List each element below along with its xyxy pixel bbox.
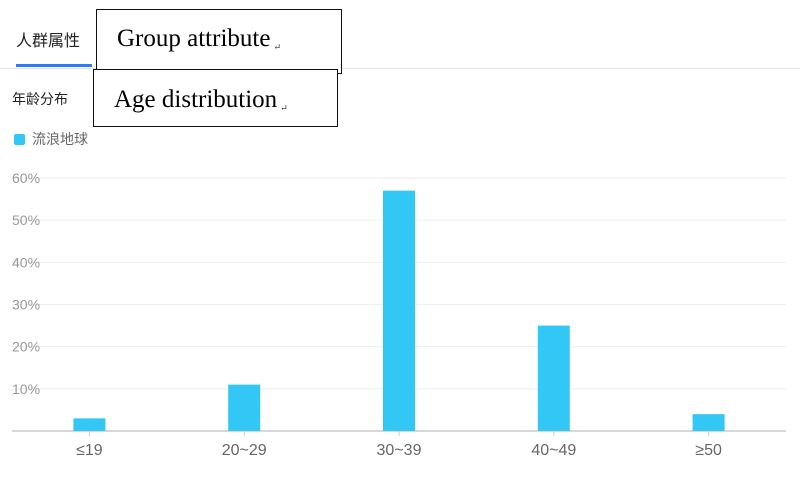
tab-group-attribute[interactable]: 人群属性 xyxy=(16,31,81,50)
annotation-text: Age distribution xyxy=(114,86,278,113)
x-tick-label: 40~49 xyxy=(531,442,576,459)
y-tick-label: 60% xyxy=(12,170,40,186)
y-tick-label: 20% xyxy=(12,339,40,355)
annotation-age-distribution: Age distribution ↵ xyxy=(93,69,338,127)
y-tick-label: 40% xyxy=(12,254,40,270)
bar-0[interactable] xyxy=(73,418,106,431)
x-tick-label: ≥50 xyxy=(695,442,722,459)
y-tick-label: 10% xyxy=(12,381,40,397)
x-tick-label: 20~29 xyxy=(222,442,267,459)
bar-4[interactable] xyxy=(692,414,725,431)
y-tick-label: 30% xyxy=(12,297,40,313)
bar-1[interactable] xyxy=(228,384,261,431)
paragraph-mark: ↵ xyxy=(273,42,281,52)
legend-swatch xyxy=(14,133,25,145)
chart-legend: 流浪地球 xyxy=(14,129,88,149)
section-title-age-distribution: 年龄分布 xyxy=(12,92,68,108)
y-tick-label: 50% xyxy=(12,212,40,228)
x-tick-label: 30~39 xyxy=(377,442,422,459)
paragraph-mark: ↵ xyxy=(280,103,288,113)
legend-label: 流浪地球 xyxy=(32,132,88,148)
x-tick-label: ≤19 xyxy=(76,442,103,459)
annotation-group-attribute: Group attribute ↵ xyxy=(96,9,342,74)
tab-bar: 人群属性 xyxy=(0,0,800,69)
annotation-text: Group attribute xyxy=(117,25,271,52)
tab-active-indicator xyxy=(16,64,92,67)
bar-2[interactable] xyxy=(383,190,415,431)
bar-3[interactable] xyxy=(537,325,570,431)
